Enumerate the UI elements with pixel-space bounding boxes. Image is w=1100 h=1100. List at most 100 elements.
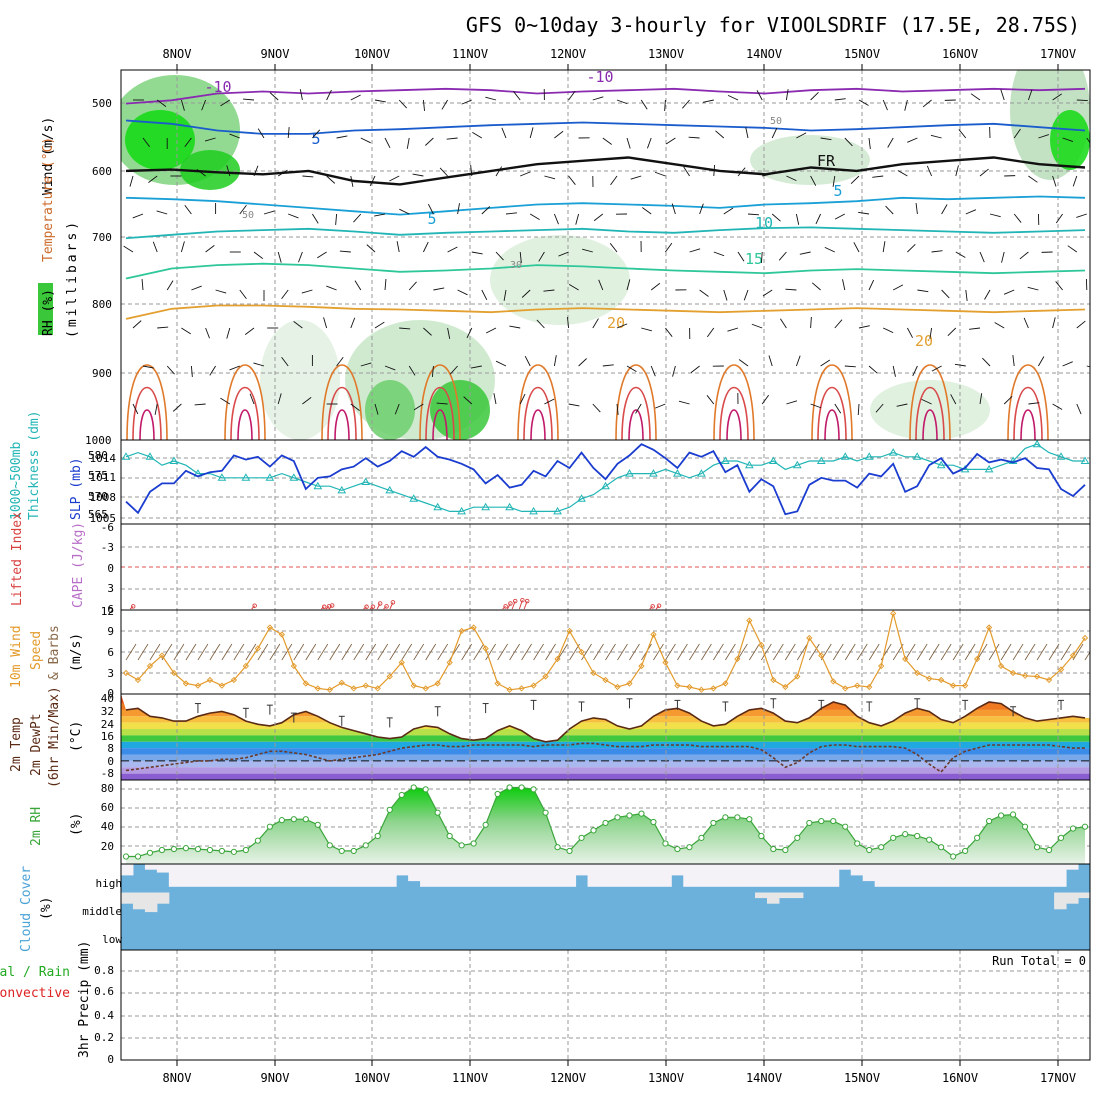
wind-barb (293, 321, 303, 329)
wind-barb (384, 279, 387, 291)
clear-high-band (910, 864, 924, 887)
li-tick: 6 (107, 603, 114, 616)
rh-marker (626, 812, 633, 819)
thickness-marker (217, 473, 227, 481)
clear-high-band (934, 864, 947, 887)
wind-barb (428, 203, 434, 215)
wind-barb (521, 289, 531, 298)
wind-barb (190, 365, 193, 377)
temperature-contour (125, 119, 1086, 135)
clear-high-band (683, 864, 696, 887)
wind-barb (737, 167, 746, 177)
wind-speed-marker (434, 680, 441, 687)
wind-barb (485, 327, 497, 334)
contour-label: -10 (586, 68, 613, 86)
surface-wind-barb (760, 643, 772, 661)
wind-barb (824, 246, 835, 253)
clear-high-band (336, 864, 349, 887)
bottom-date-label: 9NOV (261, 1071, 290, 1085)
clear-high-band (1054, 864, 1067, 887)
clear-high-band (755, 864, 768, 887)
wind-barb (915, 203, 918, 215)
wind-speed-marker (470, 624, 477, 631)
wind-y-label-units: (m/s) (69, 633, 84, 672)
wind-barb (495, 360, 507, 367)
rh-marker (290, 816, 297, 823)
clear-high-band (814, 864, 828, 887)
slp-grid (121, 440, 1090, 524)
wind-barb (665, 137, 676, 145)
thickness-line (125, 443, 1085, 512)
wind-speed-marker (734, 655, 741, 663)
wind-barb (317, 251, 327, 259)
wind-barb (799, 251, 811, 255)
rh-marker (434, 809, 441, 816)
wind-speed-marker (626, 680, 633, 687)
wind-barb (481, 206, 491, 215)
thickness-marker (864, 452, 874, 460)
wind-barb (931, 365, 942, 372)
clear-high-band (695, 864, 708, 887)
boundary-temperature-contour (811, 364, 853, 440)
boundary-temperature-contour (237, 409, 253, 440)
thickness-marker (888, 448, 898, 456)
middle-cloud-gap (755, 892, 768, 899)
slp-tick: 1011 (90, 471, 117, 484)
rh-marker (530, 786, 537, 793)
wind-barb (745, 127, 749, 139)
wind-barb (762, 289, 773, 297)
wind-barb (1052, 93, 1062, 101)
surface-wind-barb (665, 643, 676, 661)
wind-barb (947, 327, 957, 336)
y-tick-label: 500 (92, 97, 112, 110)
middle-cloud-gap (156, 892, 170, 904)
clear-high-band (970, 864, 983, 887)
clear-high-band (767, 864, 780, 887)
thickness-marker (553, 506, 562, 515)
top-date-label: 11NOV (452, 47, 488, 61)
wind-barb (132, 320, 142, 329)
top-date-labels: 8NOV 9NOV 10NOV 11NOV 12NOV 13NOV 14NOV … (163, 47, 1077, 61)
wind-barb (298, 251, 303, 263)
wind-barb (503, 289, 507, 301)
cape-y-label: CAPE (J/kg) (71, 522, 86, 608)
wind-speed-marker (1069, 652, 1077, 659)
wind-barb (578, 358, 587, 367)
wind-barb (423, 327, 432, 336)
contour-label: 20 (607, 314, 625, 332)
clear-high-band (707, 864, 720, 887)
wind-speed-marker (266, 624, 273, 631)
surface-wind-barb (533, 643, 544, 661)
precip-y-label: 3hr Precip (mm) (77, 941, 92, 1058)
rh-marker (182, 845, 190, 852)
clear-high-band (563, 864, 577, 887)
wind-barb (912, 365, 918, 377)
temperature-band (121, 748, 1090, 755)
wind-barb (184, 204, 192, 215)
wind-barb (954, 363, 966, 367)
wind-barb (470, 165, 473, 177)
rh-marker (518, 784, 525, 791)
li-tick: 3 (107, 582, 114, 595)
wind-barb (567, 317, 570, 329)
bottom-date-label: 17NOV (1040, 1071, 1076, 1085)
thickness-marker (697, 469, 706, 477)
wind-speed-marker (602, 676, 609, 684)
cloud-y-label-units: (%) (39, 897, 54, 920)
top-date-label: 14NOV (746, 47, 782, 61)
rh-shade-patch (180, 150, 240, 190)
clear-high-band (850, 864, 864, 876)
precip-tick: 0.4 (94, 1009, 114, 1022)
wind-speed-marker (842, 685, 849, 692)
thickness-marker (984, 464, 994, 473)
wind-speed-marker (866, 683, 873, 691)
contour-label: 30 (510, 260, 522, 271)
surface-wind-barb (928, 643, 940, 661)
clear-high-band (719, 864, 732, 887)
thickness-marker (792, 460, 802, 469)
wind-barb (172, 403, 182, 412)
surface-wind-barb (233, 643, 245, 661)
wind-barb (832, 175, 836, 187)
wind-barb (1076, 403, 1082, 415)
